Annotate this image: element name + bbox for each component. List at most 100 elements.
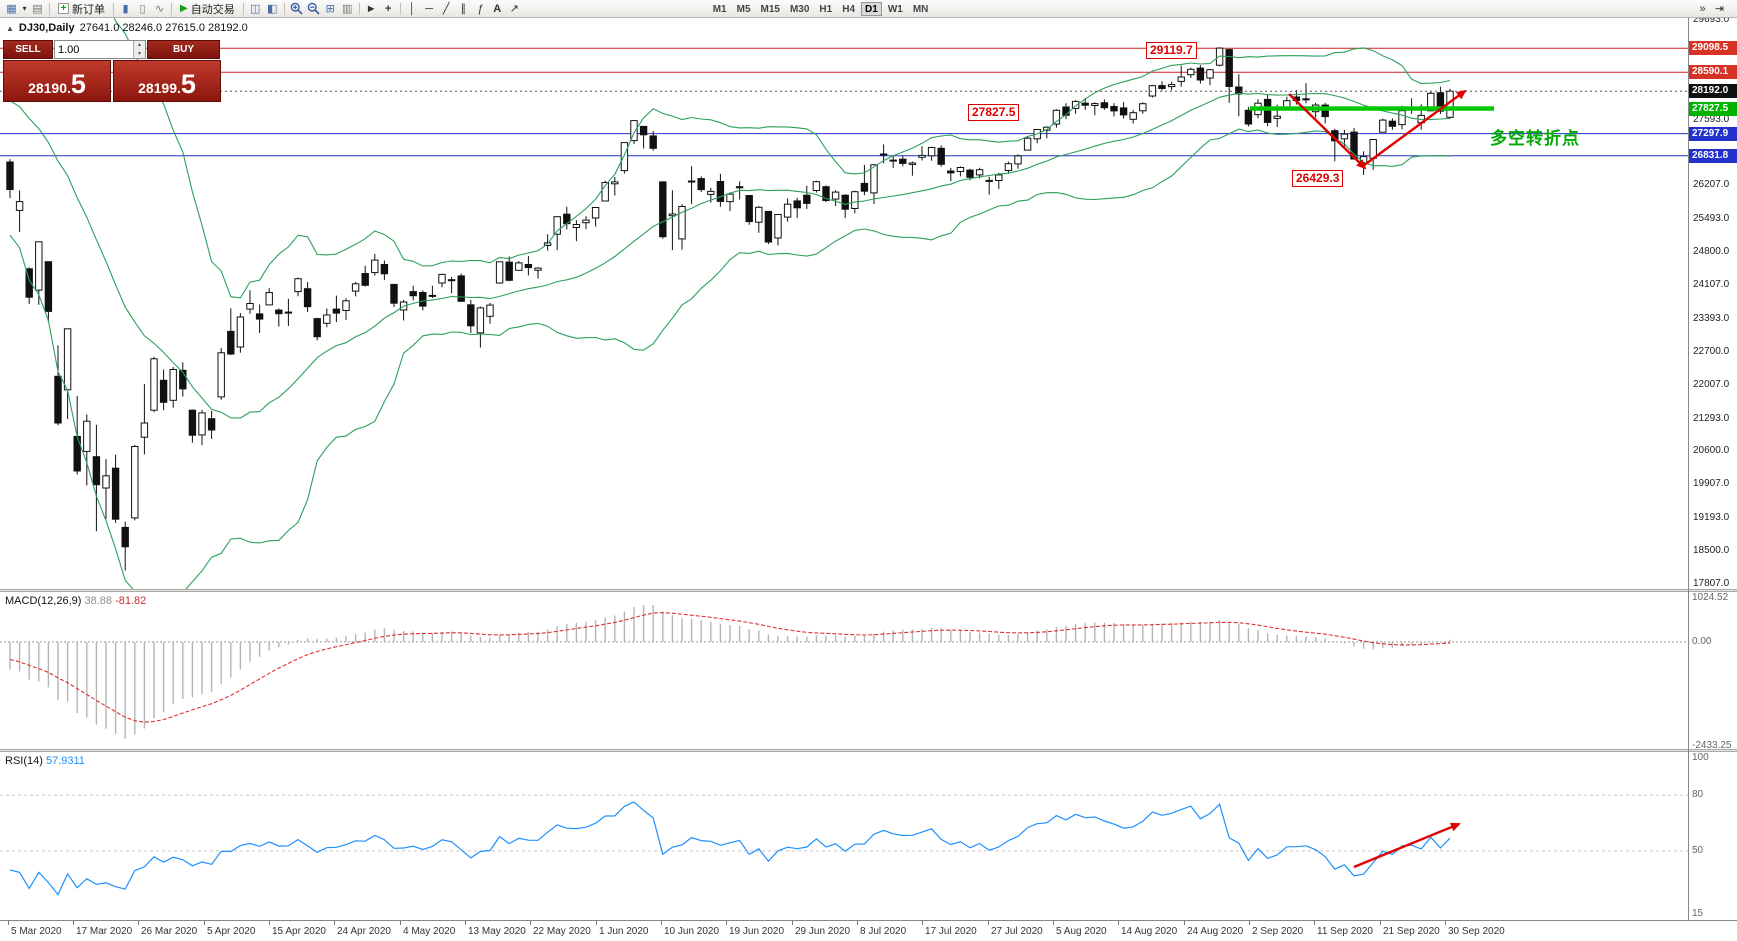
new-order-button[interactable]: + 新订单 — [53, 1, 110, 17]
symbol-title: DJ30,Daily — [18, 22, 75, 34]
rsi-scale-label: 15 — [1692, 908, 1704, 919]
price-scale-label: 20600.0 — [1693, 445, 1730, 457]
sell-button[interactable]: SELL — [3, 40, 53, 59]
channel-tool-icon[interactable]: ∥ — [460, 3, 466, 15]
time-axis[interactable]: 5 Mar 2020 17 Mar 2020 26 Mar 2020 5 Apr 20… — [0, 920, 1737, 941]
zoom-in-icon[interactable] — [288, 1, 305, 16]
macd-panel[interactable] — [0, 592, 1688, 749]
price-badge-black: 28192.0 — [1689, 84, 1737, 99]
horizontal-line-tool-icon[interactable]: ─ — [425, 2, 434, 15]
toolbar: ▦ ▾ ▤ + 新订单 ▮ ▯ ∿ ▶ 自动交易 ◫ ◧ ⊞ ▥ ► + │ — [0, 0, 1737, 18]
timeframe-button-W1[interactable]: W1 — [887, 3, 903, 15]
timeframe-button-M5[interactable]: M5 — [736, 3, 751, 15]
bar-chart-icon[interactable]: ▮ — [122, 3, 129, 15]
time-label: 2 Sep 2020 — [1252, 926, 1304, 937]
new-chart-icon[interactable]: ▦ — [6, 3, 17, 15]
zoom-out-icon[interactable] — [305, 1, 322, 16]
sell-price-button[interactable]: 28190. 5 — [3, 60, 111, 102]
one-click-toggle-icon[interactable]: ▲ — [6, 23, 14, 33]
timeframe-button-H1[interactable]: H1 — [819, 3, 833, 15]
timeframe-button-M1[interactable]: M1 — [712, 3, 727, 15]
price-annotation[interactable]: 27827.5 — [968, 104, 1020, 121]
time-label: 24 Aug 2020 — [1187, 926, 1244, 937]
price-scale-label: 24107.0 — [1693, 279, 1730, 291]
rsi-scale-label: 100 — [1692, 752, 1709, 763]
timeframe-button-H4[interactable]: H4 — [842, 3, 856, 15]
grid-icon[interactable]: ⊞ — [325, 3, 335, 15]
time-tick — [334, 921, 335, 925]
time-label: 26 Mar 2020 — [141, 926, 198, 937]
vertical-line-tool-icon[interactable]: │ — [408, 2, 416, 15]
crosshair-icon[interactable]: + — [384, 2, 392, 15]
volume-input[interactable] — [55, 41, 133, 58]
trendline-tool-icon[interactable]: ╱ — [442, 3, 450, 15]
time-label: 5 Apr 2020 — [207, 926, 256, 937]
price-scale-label: 17807.0 — [1693, 578, 1730, 589]
time-tick — [1380, 921, 1381, 925]
buy-price-main: 28199. — [138, 80, 181, 96]
time-tick — [1249, 921, 1250, 925]
arrange-icon[interactable]: ▥ — [342, 3, 353, 15]
time-tick — [792, 921, 793, 925]
time-tick — [1314, 921, 1315, 925]
time-tick — [1445, 921, 1446, 925]
tile-windows-icon[interactable]: ◫ — [250, 3, 261, 15]
chart-area[interactable] — [0, 18, 1688, 589]
volume-up-icon[interactable]: ▴ — [134, 41, 145, 50]
time-tick — [465, 921, 466, 925]
price-annotation[interactable]: 26429.3 — [1292, 170, 1344, 187]
toolbar-separator — [283, 2, 285, 15]
auto-scroll-icon[interactable]: » — [1699, 2, 1706, 15]
text-tool-icon[interactable]: A — [493, 2, 502, 15]
cascade-windows-icon[interactable]: ◧ — [267, 3, 278, 15]
price-scale-label: 22007.0 — [1693, 378, 1730, 390]
timeframe-button-M15[interactable]: M15 — [760, 3, 780, 15]
rsi-panel[interactable] — [0, 752, 1688, 920]
buy-price-pip: 5 — [180, 69, 196, 99]
cursor-icon[interactable]: ► — [365, 2, 377, 15]
time-tick — [400, 921, 401, 925]
panel-separator-macd[interactable] — [0, 589, 1737, 592]
price-badge-blue: 27297.9 — [1689, 126, 1737, 141]
toolbar-separator — [358, 2, 360, 15]
panel-separator-rsi[interactable] — [0, 749, 1737, 752]
autotrading-button[interactable]: ▶ 自动交易 — [175, 1, 240, 17]
price-annotation[interactable]: 29119.7 — [1146, 42, 1197, 59]
time-label: 14 Aug 2020 — [1121, 926, 1178, 937]
rsi-scale-label: 50 — [1692, 844, 1704, 856]
buy-price-button[interactable]: 28199. 5 — [113, 60, 221, 102]
macd-scale-label: -2433.25 — [1692, 740, 1732, 751]
time-tick — [1118, 921, 1119, 925]
time-tick — [1184, 921, 1185, 925]
arrow-tool-icon[interactable]: ↗ — [509, 3, 519, 15]
one-click-trading-panel: SELL ▴ ▾ BUY 28190.5 28199.5 — [3, 40, 221, 102]
fibonacci-tool-icon[interactable]: ƒ — [477, 2, 484, 15]
time-tick — [726, 921, 727, 925]
timeframe-button-D1[interactable]: D1 — [861, 1, 882, 16]
toolbar-separator — [49, 2, 50, 15]
volume-spinner: ▴ ▾ — [133, 41, 145, 58]
buy-button[interactable]: BUY — [147, 40, 220, 59]
chart-shift-icon[interactable]: ⇥ — [1714, 3, 1725, 15]
chart-list-dropdown-icon[interactable]: ▾ — [22, 4, 27, 13]
time-label: 19 Jun 2020 — [729, 926, 785, 937]
toolbar-separator — [399, 2, 401, 15]
time-label: 22 May 2020 — [533, 926, 591, 937]
time-label: 8 Jul 2020 — [860, 926, 907, 937]
timeframe-button-M30[interactable]: M30 — [789, 3, 810, 15]
candlestick-chart-icon[interactable]: ▯ — [139, 3, 146, 15]
sell-price-pip: 5 — [70, 69, 86, 99]
line-chart-icon[interactable]: ∿ — [154, 3, 165, 15]
volume-down-icon[interactable]: ▾ — [134, 49, 145, 58]
turning-point-note[interactable]: 多空转折点 — [1490, 129, 1580, 148]
time-label: 5 Mar 2020 — [11, 926, 62, 937]
rsi-scale-label: 80 — [1692, 789, 1704, 801]
price-scale-label: 25493.0 — [1693, 213, 1730, 225]
timeframe-button-MN[interactable]: MN — [912, 3, 929, 15]
time-tick — [922, 921, 923, 925]
price-badge-green: 27827.5 — [1689, 101, 1737, 116]
profiles-icon[interactable]: ▤ — [32, 3, 43, 15]
time-tick — [988, 921, 989, 925]
price-scale[interactable]: 29693.0 27593.0 26207.0 25493.0 24800.0 24107… — [1689, 14, 1737, 920]
